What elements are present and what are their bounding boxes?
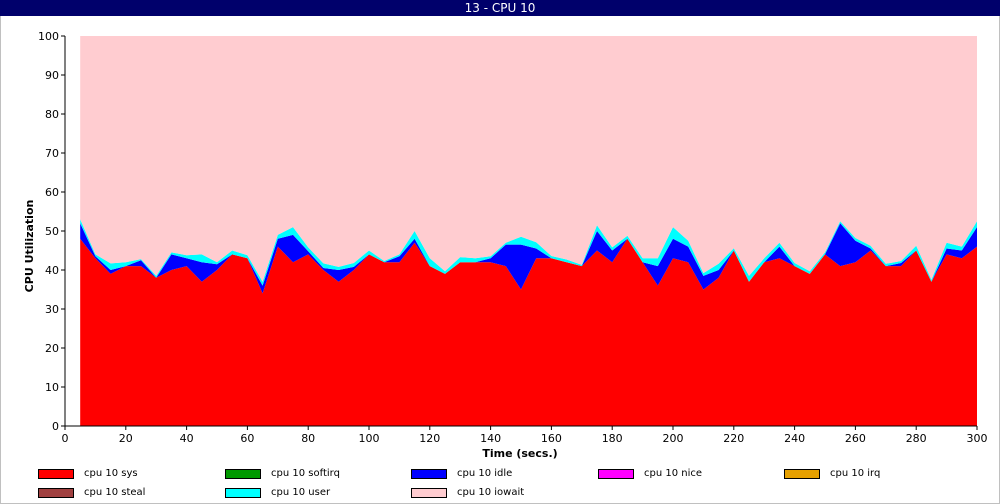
x-tick-label: 200	[663, 432, 684, 445]
x-tick-label: 240	[784, 432, 805, 445]
axes: 0 10 20 30 40 50 60 70 80 90 100 0 20 40 60 80 100 120 140…	[38, 30, 988, 445]
stacked-areas	[80, 36, 977, 426]
x-tick-label: 0	[62, 432, 69, 445]
window-title-bar: 13 - CPU 10	[0, 0, 1000, 16]
legend-label: cpu 10 steal	[84, 487, 146, 498]
x-axis-label: Time (secs.)	[482, 447, 557, 460]
y-tick-label: 0	[52, 420, 59, 433]
area-series-8	[80, 36, 977, 282]
y-tick-label: 20	[45, 342, 59, 355]
legend-swatch	[38, 488, 74, 498]
y-tick-label: 80	[45, 108, 59, 121]
window-title: 13 - CPU 10	[464, 1, 536, 15]
cpu-utilization-chart: 0 10 20 30 40 50 60 70 80 90 100 0 20 40 60 80 100 120 140…	[23, 30, 988, 460]
legend-swatch	[411, 469, 447, 479]
legend-label: cpu 10 iowait	[457, 487, 525, 498]
y-tick-label: 90	[45, 69, 59, 82]
legend-swatch	[784, 469, 820, 479]
y-tick-label: 100	[38, 30, 59, 43]
y-tick-label: 70	[45, 147, 59, 160]
x-tick-label: 20	[119, 432, 133, 445]
legend-label: cpu 10 nice	[644, 468, 703, 479]
x-tick-label: 40	[180, 432, 194, 445]
legend-swatch	[225, 488, 261, 498]
x-tick-label: 300	[967, 432, 988, 445]
y-tick-label: 40	[45, 264, 59, 277]
legend-label: cpu 10 user	[271, 487, 331, 498]
x-tick-label: 120	[419, 432, 440, 445]
y-tick-label: 10	[45, 381, 59, 394]
area-series-3	[80, 223, 977, 294]
x-tick-label: 80	[301, 432, 315, 445]
x-tick-label: 220	[723, 432, 744, 445]
x-tick-label: 140	[480, 432, 501, 445]
area-series-1	[80, 238, 977, 426]
legend-label: cpu 10 sys	[84, 468, 138, 479]
y-axis-label: CPU Utilization	[23, 200, 36, 293]
x-tick-label: 160	[541, 432, 562, 445]
x-tick-label: 100	[359, 432, 380, 445]
y-tick-label: 60	[45, 186, 59, 199]
legend-swatch	[225, 469, 261, 479]
x-tick-label: 280	[906, 432, 927, 445]
legend-swatch	[598, 469, 634, 479]
legend-swatch	[38, 469, 74, 479]
x-tick-label: 180	[602, 432, 623, 445]
legend: cpu 10 sys cpu 10 softirq cpu 10 idle cpu 1…	[1, 462, 999, 502]
legend-label: cpu 10 idle	[457, 468, 513, 479]
x-tick-label: 60	[240, 432, 254, 445]
legend-label: cpu 10 softirq	[271, 468, 340, 479]
y-tick-label: 50	[45, 225, 59, 238]
legend-swatch	[411, 488, 447, 498]
chart-panel: 0 10 20 30 40 50 60 70 80 90 100 0 20 40 60 80 100 120 140…	[1, 16, 999, 503]
legend-label: cpu 10 irq	[830, 468, 881, 479]
y-tick-label: 30	[45, 303, 59, 316]
x-tick-label: 260	[845, 432, 866, 445]
